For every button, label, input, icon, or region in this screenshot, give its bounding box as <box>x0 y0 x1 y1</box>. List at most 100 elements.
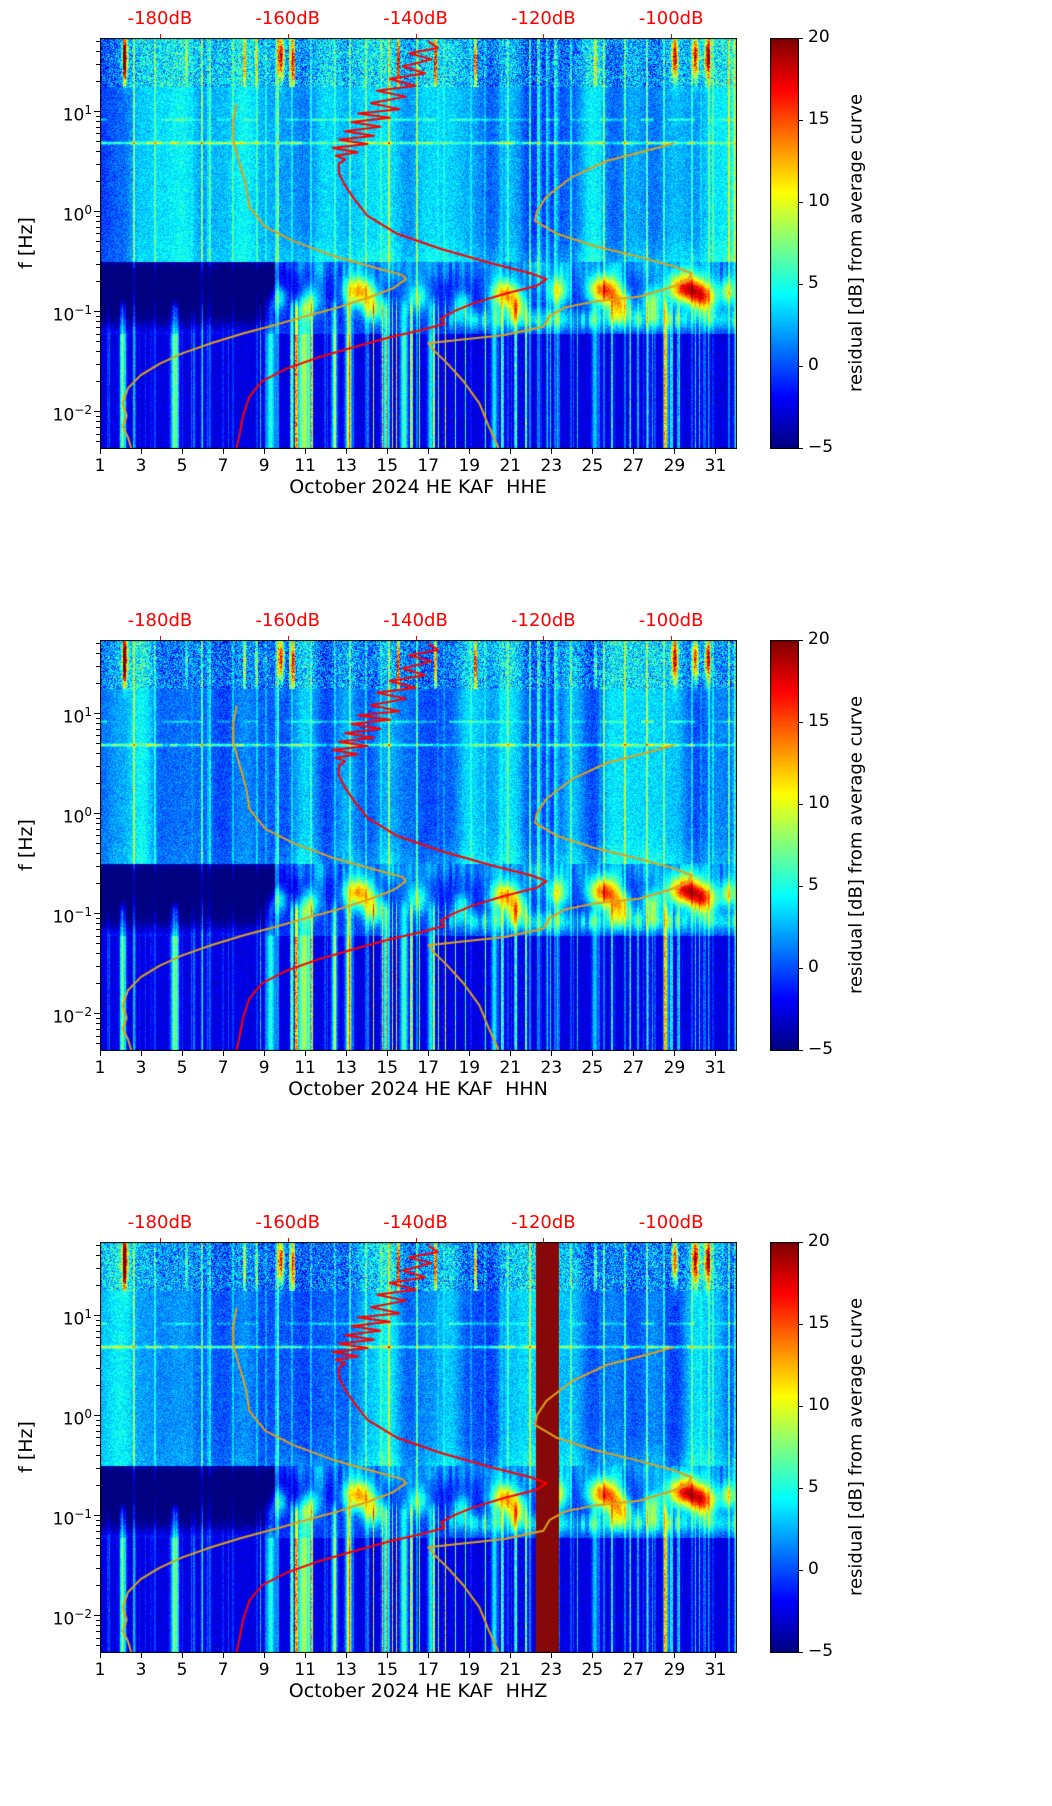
y-minor-tick-mark <box>96 843 100 845</box>
x-tick-label: 21 <box>499 456 522 476</box>
y-tick-label: 10−1 <box>52 303 92 326</box>
x-tick-label: 11 <box>294 1058 316 1078</box>
y-tick-mark <box>94 913 100 915</box>
y-minor-tick-mark <box>96 1255 100 1257</box>
y-tick-label: 10−2 <box>52 403 92 426</box>
y-minor-tick-mark <box>96 1530 100 1532</box>
x-tick-mark <box>387 1653 389 1658</box>
top-axis-db-label: -160dB <box>255 1212 321 1233</box>
x-tick-label: 31 <box>704 1058 727 1078</box>
y-minor-tick-mark <box>96 783 100 785</box>
top-axis-db-label: -120dB <box>510 1212 576 1233</box>
colorbar-tick-label: 20 <box>808 629 830 649</box>
y-minor-tick-mark <box>96 817 100 819</box>
x-tick-mark <box>592 1653 594 1658</box>
y-minor-tick-mark <box>96 1355 100 1357</box>
x-tick-mark <box>100 1653 101 1658</box>
x-axis-title: October 2024 HE KAF HHN <box>288 1078 548 1100</box>
x-tick-label: 29 <box>663 1660 686 1680</box>
x-tick-label: 25 <box>581 1660 604 1680</box>
y-axis-label: f [Hz] <box>15 1421 37 1473</box>
top-axis-db-label: -180dB <box>127 610 193 631</box>
x-tick-label: 23 <box>540 456 563 476</box>
x-tick-mark <box>551 1653 553 1658</box>
x-tick-label: 17 <box>417 456 440 476</box>
y-minor-tick-mark <box>96 1285 100 1287</box>
x-tick-mark <box>387 449 389 454</box>
x-tick-mark <box>387 1051 389 1056</box>
colorbar-tick-mark <box>799 1242 803 1243</box>
x-tick-mark <box>674 449 676 454</box>
y-minor-tick-mark <box>96 321 100 322</box>
y-minor-tick-mark <box>96 1337 100 1339</box>
colorbar-tick-mark <box>799 640 803 641</box>
x-tick-label: 23 <box>540 1660 563 1680</box>
colorbar-tick-mark <box>799 1652 803 1653</box>
y-minor-tick-mark <box>96 333 100 335</box>
top-axis-tick-mark <box>287 34 289 38</box>
colorbar-tick-mark <box>799 448 803 449</box>
x-tick-mark <box>223 1653 225 1658</box>
y-minor-tick-mark <box>96 917 100 919</box>
top-axis-db-label: -140dB <box>383 1212 448 1233</box>
y-minor-tick-mark <box>96 983 100 985</box>
y-minor-tick-mark <box>96 1330 100 1332</box>
y-minor-tick-mark <box>96 1525 100 1526</box>
x-tick-label: 27 <box>622 1660 645 1680</box>
colorbar-tick-mark <box>799 38 803 39</box>
y-tick-mark <box>94 1415 100 1417</box>
y-minor-tick-mark <box>96 653 100 655</box>
x-tick-mark <box>715 449 717 454</box>
x-tick-label: 9 <box>258 1058 270 1078</box>
y-minor-tick-mark <box>96 1567 100 1569</box>
x-tick-mark <box>715 1653 717 1658</box>
x-tick-label: 19 <box>458 456 481 476</box>
y-tick-label: 100 <box>62 805 92 828</box>
x-tick-label: 13 <box>335 1660 358 1680</box>
colorbar-tick-label: 5 <box>808 1477 819 1497</box>
y-minor-tick-mark <box>96 341 100 343</box>
x-tick-label: 7 <box>217 1660 229 1680</box>
x-tick-label: 7 <box>217 1058 229 1078</box>
x-tick-label: 5 <box>176 1660 188 1680</box>
y-minor-tick-mark <box>96 251 100 253</box>
y-minor-tick-mark <box>96 233 100 235</box>
y-minor-tick-mark <box>96 1445 100 1447</box>
top-axis-tick-mark <box>415 1238 417 1242</box>
y-minor-tick-mark <box>96 722 100 724</box>
top-axis-db-label: -100dB <box>638 1212 704 1233</box>
colorbar-tick-mark <box>799 366 803 367</box>
colorbar-label: residual [dB] from average curve <box>845 1297 867 1597</box>
colorbar-tick-mark <box>799 284 803 285</box>
y-minor-tick-mark <box>96 1555 100 1557</box>
y-minor-tick-mark <box>96 426 100 428</box>
y-minor-tick-mark <box>96 883 100 885</box>
x-tick-mark <box>469 1051 471 1056</box>
colorbar-tick-label: −5 <box>808 1641 834 1661</box>
x-tick-mark <box>100 1051 101 1056</box>
y-tick-mark <box>94 311 100 313</box>
x-tick-label: 19 <box>458 1660 481 1680</box>
x-tick-mark <box>141 1653 143 1658</box>
x-tick-mark <box>305 1051 307 1056</box>
y-minor-tick-mark <box>96 965 100 967</box>
x-tick-mark <box>141 1051 143 1056</box>
y-minor-tick-mark <box>96 1017 100 1019</box>
colorbar-tick-label: 15 <box>808 1313 830 1333</box>
colorbar-tick-label: 15 <box>808 109 830 129</box>
x-tick-label: 13 <box>335 1058 358 1078</box>
colorbar-tick-mark <box>799 886 803 887</box>
top-axis-tick-mark <box>287 1238 289 1242</box>
x-tick-label: 29 <box>663 1058 686 1078</box>
spectrogram-canvas <box>100 38 737 449</box>
x-tick-label: 29 <box>663 456 686 476</box>
y-minor-tick-mark <box>96 220 100 222</box>
y-tick-mark <box>94 1515 100 1517</box>
colorbar-tick-mark <box>799 1324 803 1325</box>
x-tick-label: 1 <box>94 456 106 476</box>
y-minor-tick-mark <box>96 728 100 730</box>
top-axis-db-label: -180dB <box>127 1212 193 1233</box>
y-minor-tick-mark <box>96 1625 100 1627</box>
colorbar-tick-label: 0 <box>808 355 819 375</box>
y-minor-tick-mark <box>96 835 100 837</box>
